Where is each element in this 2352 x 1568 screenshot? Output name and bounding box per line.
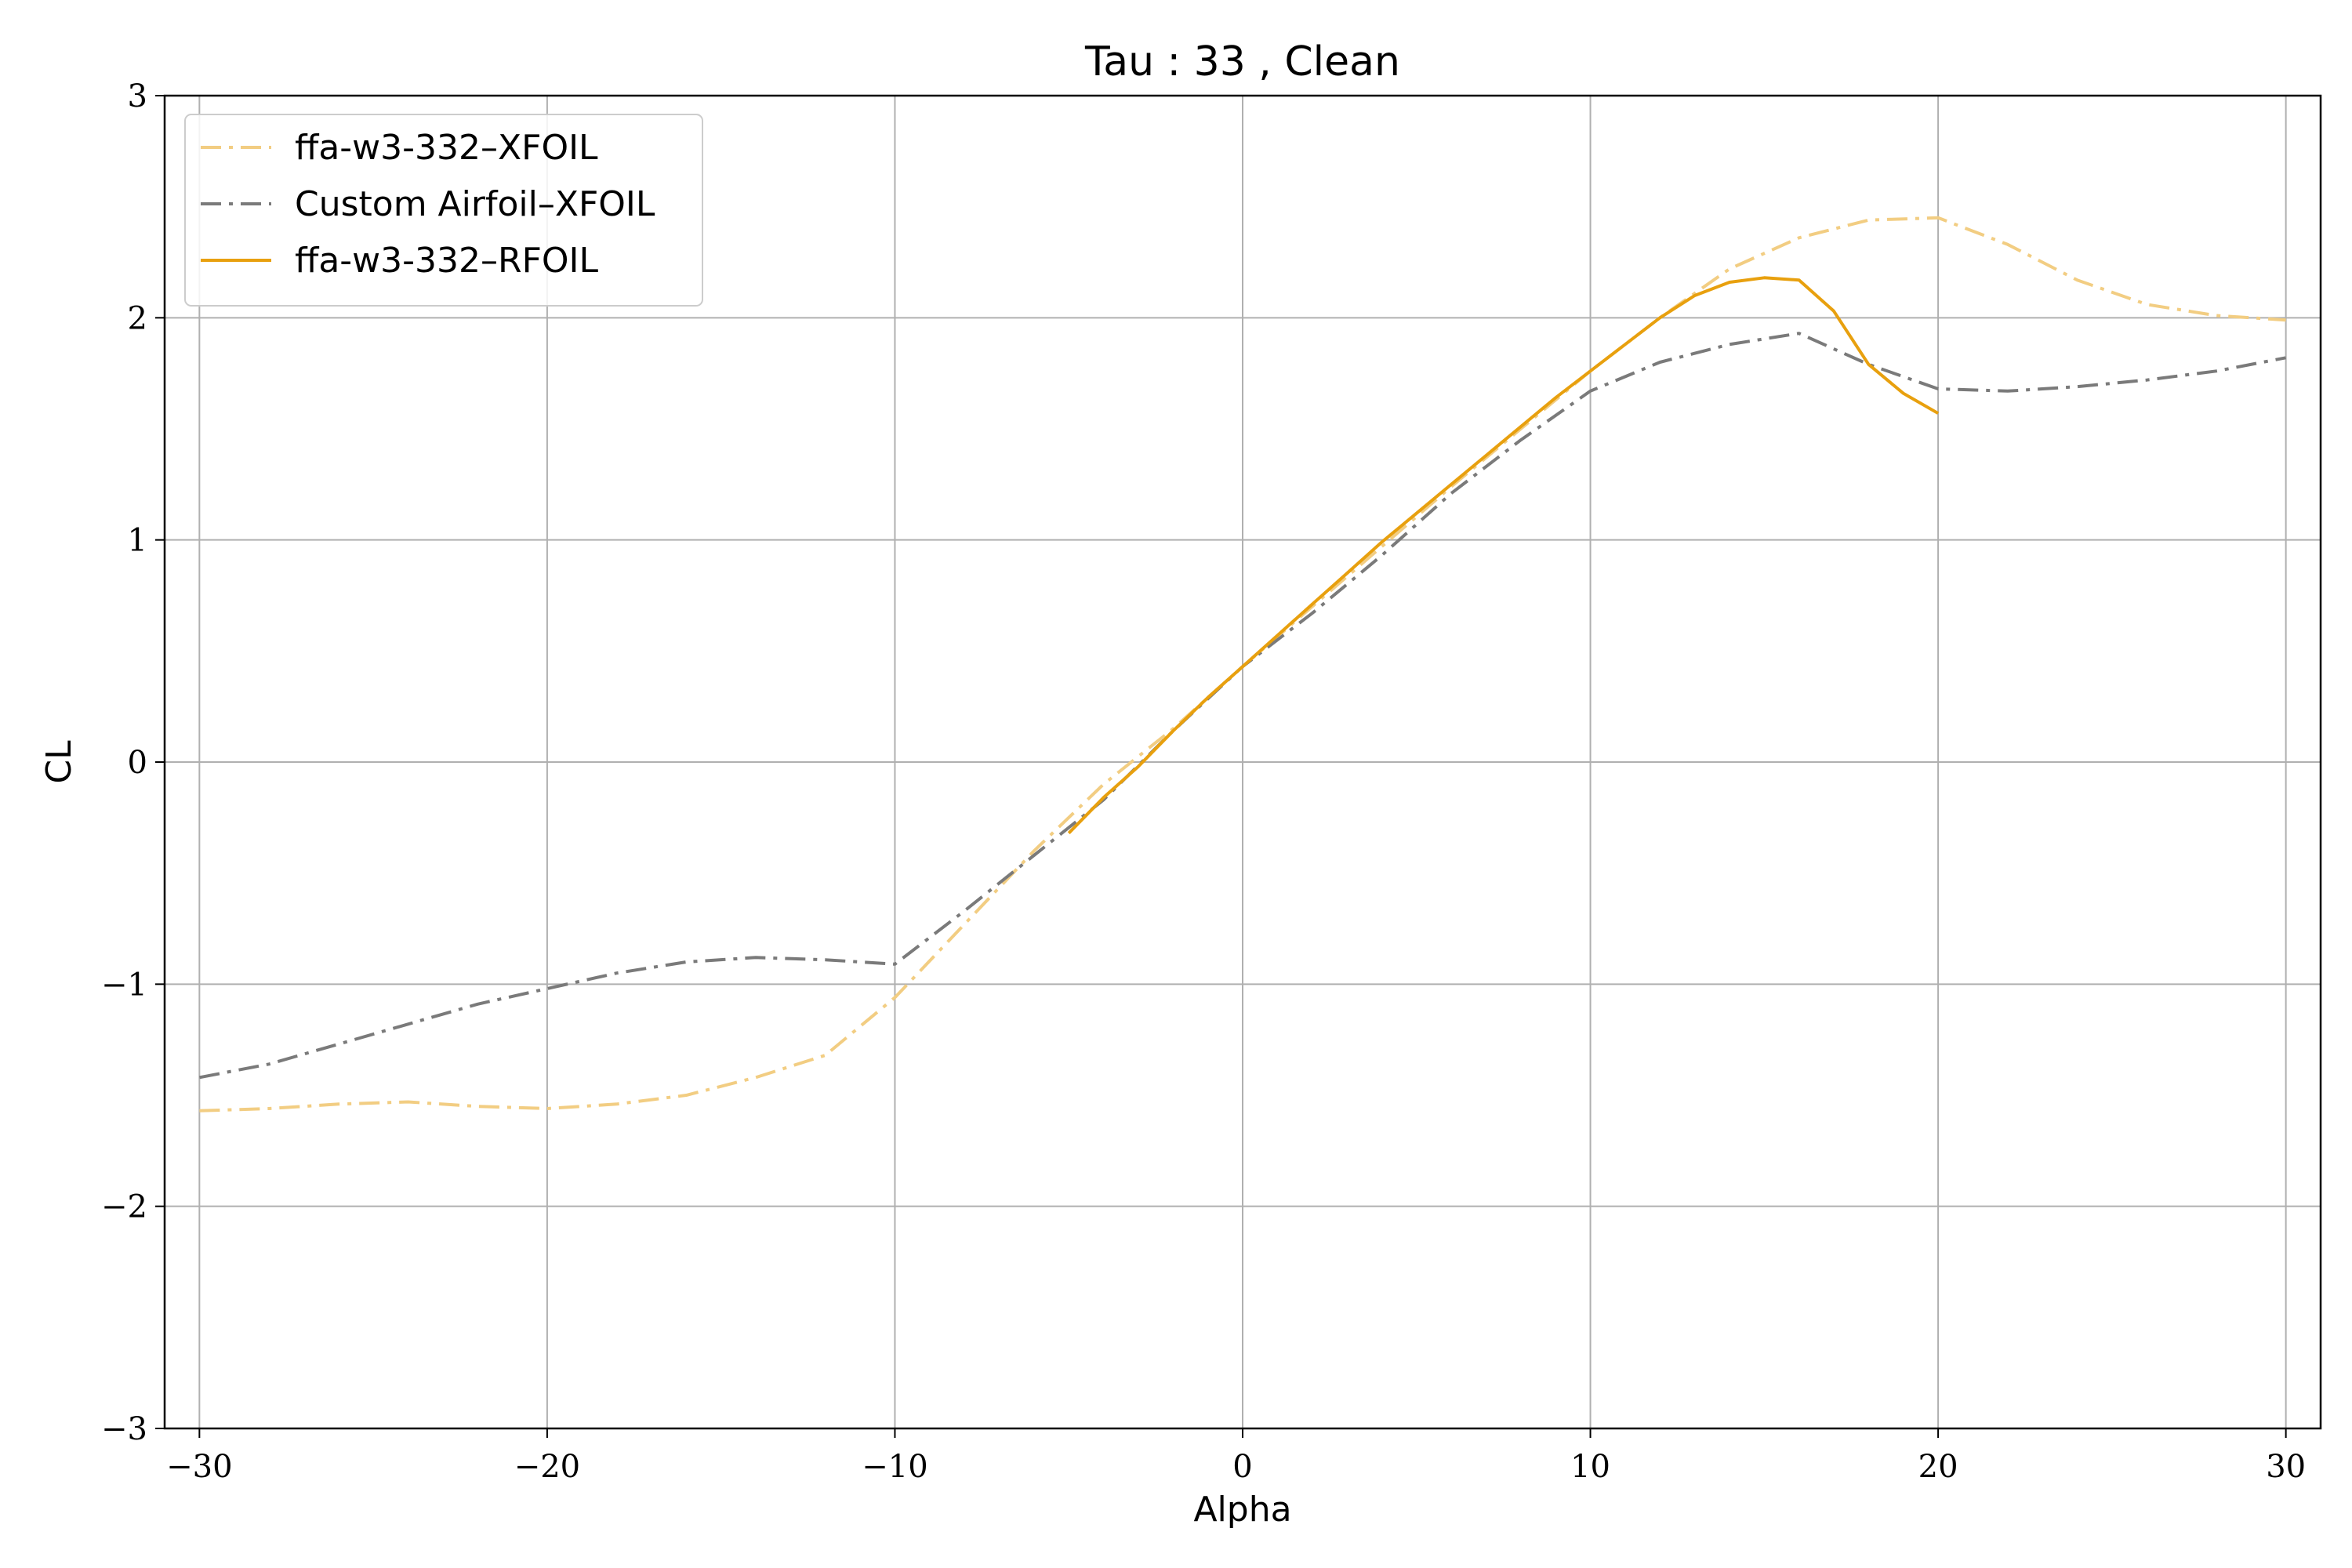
y-tick-label: −3 <box>101 1411 147 1447</box>
y-tick-label: −2 <box>101 1189 147 1225</box>
legend-label-3: ffa-w3-332–RFOIL <box>295 241 598 281</box>
x-tick-label: −10 <box>862 1449 927 1485</box>
x-tick-label: 20 <box>1918 1449 1958 1485</box>
y-tick-label: 0 <box>128 745 147 781</box>
x-tick-label: −20 <box>514 1449 580 1485</box>
legend: ffa-w3-332–XFOIL Custom Airfoil–XFOIL ffa-… <box>184 114 703 307</box>
legend-box <box>184 114 703 307</box>
x-axis-label: Alpha <box>1193 1490 1291 1530</box>
legend-label-1: ffa-w3-332–XFOIL <box>295 128 598 168</box>
x-tick-label: 30 <box>2266 1449 2306 1485</box>
y-tick-label: 1 <box>128 523 147 559</box>
y-axis-label: CL <box>39 740 79 784</box>
y-tick-label: 3 <box>128 78 147 114</box>
x-tick-label: −30 <box>166 1449 232 1485</box>
legend-label-2: Custom Airfoil–XFOIL <box>295 184 655 224</box>
series-line-3 <box>1067 276 1940 835</box>
y-tick-label: 2 <box>128 300 147 336</box>
chart-title: Tau : 33 , Clean <box>1084 38 1400 85</box>
series-lines <box>199 216 2286 1112</box>
x-tick-label: 0 <box>1232 1449 1252 1485</box>
x-tick-label: 10 <box>1570 1449 1610 1485</box>
y-tick-label: −1 <box>101 967 147 1003</box>
